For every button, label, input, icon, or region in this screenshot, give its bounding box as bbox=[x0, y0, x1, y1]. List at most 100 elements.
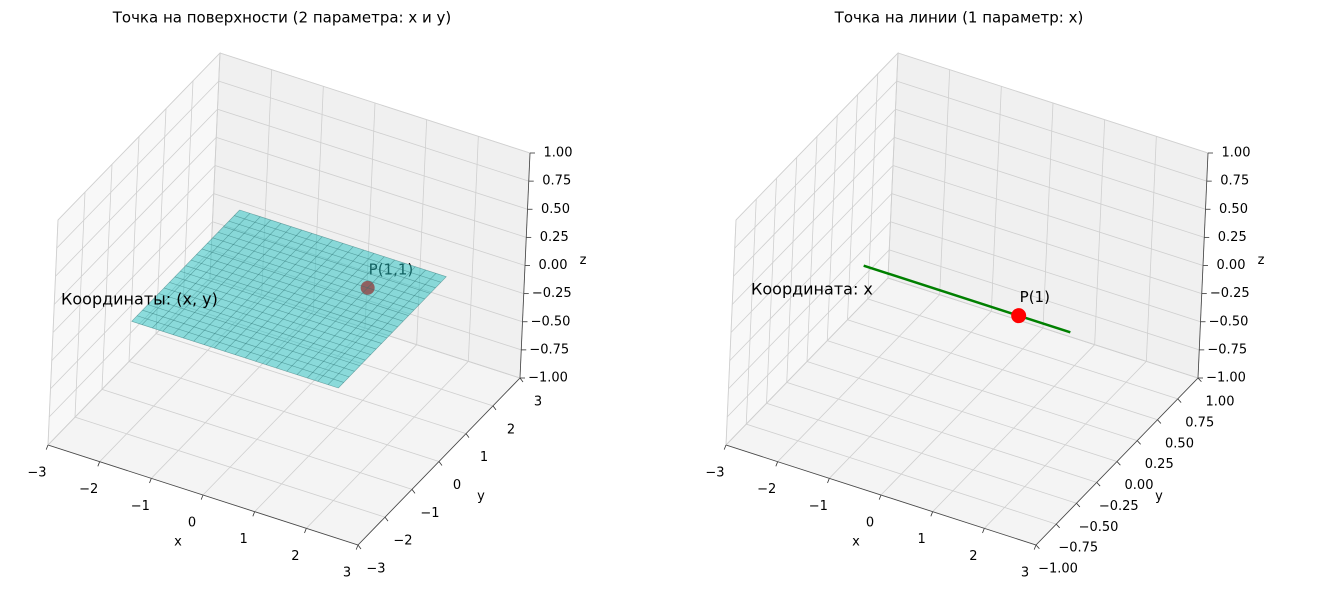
axis-line bbox=[1035, 377, 1199, 546]
z-tick-label: 0.50 bbox=[1219, 202, 1248, 217]
grid-line bbox=[217, 108, 528, 210]
y-tick-label: 1 bbox=[480, 450, 488, 465]
tick-mark bbox=[438, 461, 443, 466]
y-tick-label: −1.00 bbox=[1038, 562, 1078, 577]
chart-title: Точка на поверхности (2 параметра: x и y… bbox=[112, 9, 452, 27]
tick-mark bbox=[519, 377, 524, 383]
annotation: Координата: x bbox=[751, 280, 873, 299]
tick-mark bbox=[1055, 523, 1060, 529]
x-tick-label: 1 bbox=[918, 532, 926, 547]
z-tick-label: −0.50 bbox=[531, 314, 571, 329]
surface-mesh-line bbox=[223, 226, 431, 294]
z-tick-label: −0.50 bbox=[1209, 314, 1249, 329]
grid-line bbox=[51, 193, 215, 361]
grid-line bbox=[52, 165, 216, 333]
x-tick-label: 0 bbox=[188, 516, 196, 531]
grid-line bbox=[746, 423, 1057, 525]
grid-line bbox=[213, 193, 524, 295]
grid-line bbox=[726, 249, 890, 418]
tick-mark bbox=[827, 478, 830, 484]
surface-mesh-line bbox=[142, 309, 350, 378]
grid-line bbox=[50, 221, 213, 390]
grid-line bbox=[725, 277, 889, 446]
grid-line bbox=[214, 165, 526, 266]
tick-mark bbox=[1136, 440, 1141, 445]
grid-line bbox=[766, 402, 1077, 504]
tick-mark bbox=[45, 444, 49, 450]
x-tick-label: 3 bbox=[343, 566, 351, 581]
surface-mesh-line bbox=[136, 315, 344, 383]
tick-mark bbox=[252, 511, 256, 517]
surface-mesh-line bbox=[174, 276, 382, 344]
axis-line bbox=[1197, 152, 1209, 379]
z-tick-label: 1.00 bbox=[1222, 146, 1251, 161]
point-marker bbox=[1011, 308, 1027, 324]
tick-mark bbox=[97, 461, 101, 467]
y-axis-label: y bbox=[477, 489, 485, 504]
grid-line bbox=[897, 52, 1209, 154]
grid-line bbox=[53, 137, 217, 305]
chart-title: Точка на линии (1 параметр: x) bbox=[834, 9, 1084, 27]
y-axis-label: y bbox=[1155, 489, 1163, 504]
tick-mark bbox=[411, 489, 416, 494]
tick-mark bbox=[723, 444, 727, 450]
x-tick-label: −2 bbox=[757, 482, 776, 497]
tick-mark bbox=[1157, 419, 1162, 424]
y-tick-label: 1.00 bbox=[1206, 395, 1235, 410]
grid-line bbox=[735, 52, 899, 221]
grid-line bbox=[56, 80, 220, 249]
x-tick-label: 2 bbox=[291, 549, 299, 564]
tick-mark bbox=[1177, 398, 1182, 403]
surface-mesh-line bbox=[169, 282, 377, 350]
z-axis-label: z bbox=[580, 253, 587, 268]
axis-line bbox=[725, 444, 1037, 546]
surface-mesh-line bbox=[185, 265, 393, 333]
grid-line bbox=[786, 381, 1097, 483]
z-tick-label: −0.25 bbox=[532, 286, 572, 301]
grid-line bbox=[891, 193, 1202, 295]
tick-mark bbox=[1116, 461, 1121, 466]
y-tick-label: 2 bbox=[507, 422, 515, 437]
y-tick-label: −0.50 bbox=[1079, 520, 1119, 535]
surface-mesh-line bbox=[196, 254, 404, 322]
tick-mark bbox=[149, 478, 152, 484]
tick-mark bbox=[930, 511, 934, 517]
grid-line bbox=[216, 136, 527, 238]
surface-mesh-line bbox=[234, 215, 442, 283]
grid-line bbox=[892, 165, 1204, 266]
tick-mark bbox=[1035, 544, 1040, 549]
surface-mesh-line bbox=[153, 298, 361, 367]
y-tick-label: 0 bbox=[453, 478, 461, 493]
y-tick-label: 0.25 bbox=[1145, 457, 1174, 472]
tick-mark bbox=[1033, 544, 1037, 550]
y-tick-label: −1 bbox=[420, 506, 439, 521]
tick-mark bbox=[1096, 482, 1101, 487]
z-tick-label: 0.50 bbox=[541, 202, 570, 217]
tick-mark bbox=[1197, 377, 1202, 382]
grid-line bbox=[55, 108, 218, 277]
axis-line bbox=[357, 377, 521, 546]
data-line bbox=[863, 264, 1071, 334]
grid-line bbox=[733, 108, 896, 277]
surface-mesh-line bbox=[212, 237, 420, 305]
z-tick-label: 0.75 bbox=[1220, 174, 1249, 189]
surface-mesh-line bbox=[180, 270, 388, 339]
surface-mesh-line bbox=[207, 243, 415, 311]
tick-mark bbox=[357, 544, 362, 550]
x-tick-label: 2 bbox=[969, 549, 977, 564]
x-tick-label: −1 bbox=[131, 499, 150, 514]
surface-mesh-line bbox=[217, 231, 425, 300]
x-tick-label: −3 bbox=[27, 466, 46, 481]
tick-mark bbox=[775, 461, 779, 467]
grid-line bbox=[806, 361, 1118, 462]
surface-mesh-line bbox=[163, 287, 371, 355]
z-tick-label: −0.75 bbox=[1207, 342, 1247, 357]
grid-line bbox=[101, 388, 413, 490]
surface-mesh-line bbox=[147, 304, 355, 372]
z-tick-label: −1.00 bbox=[528, 371, 568, 386]
x-tick-label: −1 bbox=[809, 499, 828, 514]
z-tick-label: 0.00 bbox=[1217, 258, 1246, 273]
x-tick-label: 1 bbox=[240, 532, 248, 547]
y-tick-label: −0.25 bbox=[1099, 499, 1139, 514]
tick-mark bbox=[982, 528, 985, 534]
